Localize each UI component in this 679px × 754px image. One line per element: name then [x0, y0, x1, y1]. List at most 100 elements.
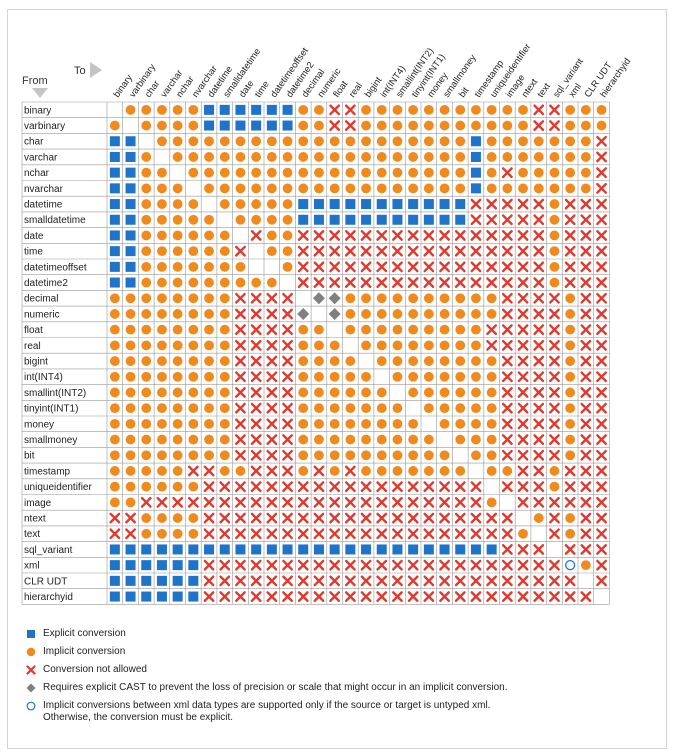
cell-not-allowed: [282, 575, 293, 587]
cell-implicit: [376, 340, 387, 351]
cell-implicit: [172, 450, 183, 461]
cell-not-allowed: [203, 496, 215, 508]
cell-not-allowed: [486, 230, 498, 241]
cell-not-allowed: [596, 230, 607, 241]
cell-explicit: [376, 199, 387, 210]
cell-implicit: [235, 277, 246, 288]
cell-not-allowed: [297, 230, 309, 241]
cell-not-allowed: [533, 371, 545, 383]
cell-not-allowed: [549, 528, 560, 540]
cell-implicit: [549, 152, 560, 162]
cell-implicit: [314, 120, 324, 131]
cell-implicit: [172, 434, 183, 445]
cell-not-allowed: [423, 575, 435, 587]
cell-not-allowed: [580, 387, 592, 398]
cell-not-allowed: [549, 575, 560, 587]
cell-implicit: [580, 152, 591, 162]
cell-implicit: [502, 120, 513, 131]
cell-implicit: [565, 104, 576, 115]
row-label: smalldatetime: [24, 215, 86, 226]
cell-implicit: [392, 356, 403, 366]
cell-not-allowed: [266, 559, 278, 571]
cell-not-allowed: [517, 575, 529, 587]
cell-implicit: [298, 387, 309, 398]
cell-not-allowed: [297, 559, 309, 571]
cell-implicit: [486, 136, 497, 147]
cell-not-allowed: [501, 308, 513, 320]
cell-implicit: [329, 183, 340, 194]
cell-implicit: [188, 324, 199, 335]
cell-implicit: [219, 356, 230, 366]
row-label: real: [24, 341, 41, 352]
cell-explicit: [376, 214, 387, 225]
row-label: timestamp: [24, 466, 71, 477]
cell-not-allowed: [501, 575, 513, 587]
cell-not-allowed: [266, 481, 278, 493]
cell-implicit: [266, 246, 277, 257]
cell-implicit: [141, 466, 152, 476]
cell-implicit: [455, 466, 466, 476]
cell-implicit: [141, 403, 152, 414]
cell-implicit: [157, 466, 167, 476]
cell-implicit: [204, 167, 214, 178]
cell-not-allowed: [282, 496, 293, 508]
cell-implicit: [455, 403, 466, 414]
cell-not-allowed: [250, 292, 262, 304]
cell-not-allowed: [219, 481, 231, 493]
cell-not-allowed: [501, 245, 513, 257]
cell-not-allowed: [360, 512, 372, 524]
cell-implicit: [172, 246, 183, 257]
cell-implicit: [109, 387, 120, 398]
cell-implicit: [549, 199, 560, 209]
cell-implicit: [392, 293, 403, 304]
cell-implicit: [157, 120, 167, 131]
cell-not-allowed: [407, 528, 419, 540]
cell-implicit: [141, 199, 152, 209]
cell-implicit: [298, 450, 309, 461]
cell-implicit: [439, 167, 450, 178]
cell-implicit: [109, 293, 120, 304]
cell-not-allowed: [407, 261, 419, 273]
cell-not-allowed: [564, 575, 576, 587]
cell-explicit: [313, 214, 324, 225]
cell-not-allowed: [580, 214, 592, 226]
cell-implicit: [565, 293, 576, 304]
cell-implicit: [266, 183, 277, 194]
cell-not-allowed: [580, 245, 592, 257]
row-label: nvarchar: [24, 184, 64, 195]
cell-not-allowed: [454, 575, 466, 587]
cell-implicit: [455, 340, 466, 351]
cell-explicit: [141, 560, 152, 571]
cell-implicit: [204, 309, 214, 319]
cell-not-allowed: [203, 465, 215, 477]
cell-implicit: [298, 340, 309, 351]
cell-implicit: [518, 183, 528, 194]
cell-not-allowed: [549, 104, 560, 116]
row-label: smallmoney: [24, 435, 77, 446]
cell-explicit: [329, 214, 340, 225]
cell-implicit: [125, 434, 136, 445]
cell-implicit: [204, 371, 214, 382]
cell-not-allowed: [564, 481, 576, 493]
cell-implicit: [329, 403, 340, 414]
cell-implicit: [188, 418, 199, 429]
cell-not-allowed: [549, 449, 560, 461]
cell-explicit: [408, 199, 419, 210]
cell-implicit: [125, 481, 136, 492]
cell-not-allowed: [501, 449, 513, 461]
row-label: nchar: [24, 168, 50, 179]
cell-not-allowed: [596, 575, 607, 587]
cell-not-allowed: [376, 261, 388, 273]
cell-implicit: [376, 418, 387, 429]
cell-not-allowed: [486, 575, 498, 587]
cell-implicit: [329, 340, 340, 351]
cell-not-allowed: [250, 528, 262, 540]
cell-not-allowed: [454, 559, 466, 571]
cell-explicit: [361, 544, 372, 555]
cell-not-allowed: [344, 120, 356, 131]
cell-implicit: [345, 371, 356, 382]
cell-explicit: [392, 199, 403, 210]
cell-implicit: [298, 152, 309, 162]
row-label: datetimeoffset: [24, 262, 87, 273]
cell-not-allowed: [360, 245, 372, 257]
